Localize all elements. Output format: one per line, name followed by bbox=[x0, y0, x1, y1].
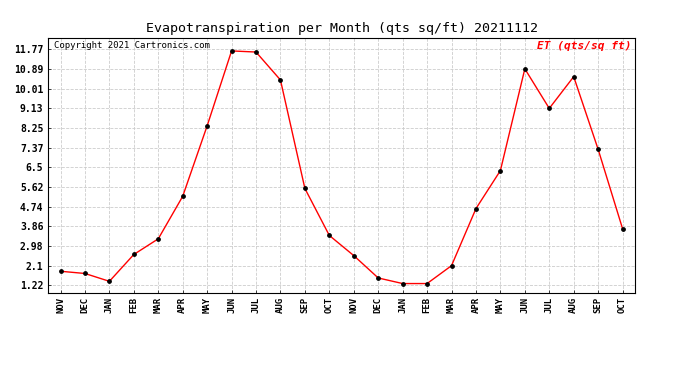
Point bbox=[471, 206, 482, 212]
Point bbox=[324, 232, 335, 238]
Point bbox=[544, 105, 555, 111]
Point bbox=[275, 77, 286, 83]
Point bbox=[250, 49, 262, 55]
Point bbox=[104, 278, 115, 284]
Point bbox=[299, 186, 310, 192]
Point bbox=[55, 268, 66, 274]
Text: ET (qts/sq ft): ET (qts/sq ft) bbox=[538, 41, 632, 51]
Point bbox=[568, 74, 579, 80]
Point bbox=[617, 226, 628, 232]
Point bbox=[520, 66, 531, 72]
Point bbox=[397, 280, 408, 286]
Point bbox=[177, 194, 188, 200]
Point bbox=[79, 270, 90, 276]
Point bbox=[348, 253, 359, 259]
Text: Copyright 2021 Cartronics.com: Copyright 2021 Cartronics.com bbox=[55, 41, 210, 50]
Point bbox=[128, 252, 139, 258]
Point bbox=[201, 123, 213, 129]
Point bbox=[446, 262, 457, 268]
Point bbox=[152, 236, 164, 242]
Title: Evapotranspiration per Month (qts sq/ft) 20211112: Evapotranspiration per Month (qts sq/ft)… bbox=[146, 22, 538, 35]
Point bbox=[226, 48, 237, 54]
Point bbox=[422, 280, 433, 286]
Point bbox=[495, 168, 506, 174]
Point bbox=[593, 146, 604, 152]
Point bbox=[373, 275, 384, 281]
